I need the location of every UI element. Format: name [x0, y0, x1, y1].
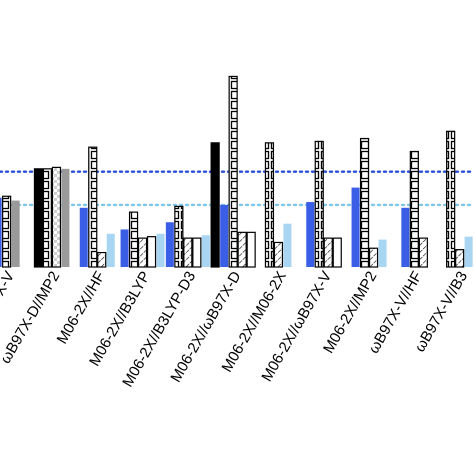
bar-0-grey: [11, 200, 20, 267]
bar-1-black: [33, 168, 44, 268]
bar-5-square-pattern: [228, 75, 238, 268]
bar-1-grey: [61, 168, 70, 267]
bar-10-diagonal-hatch: [455, 249, 465, 268]
bar-8-diagonal-hatch: [368, 247, 379, 268]
bar-2-blue: [79, 207, 88, 267]
bar-7-square-pattern: [314, 140, 324, 268]
category-labels: X-VωB97X-D//MP2M06-2X//HFM06-2X//B3LYPM0…: [0, 268, 471, 390]
bar-10-square-pattern: [446, 130, 456, 268]
bar-1-square-pattern: [42, 168, 53, 268]
bar-6-square-pattern: [264, 142, 275, 268]
bar-2-lightblue: [106, 233, 115, 267]
bar-9-blue: [401, 207, 410, 267]
bars-group: [0, 75, 473, 268]
bar-7-blue: [306, 202, 315, 267]
bar-3-white: [146, 236, 157, 268]
bar-8-lightblue: [378, 239, 387, 267]
bar-7-diagonal-hatch: [323, 237, 333, 268]
bar-0-blue: [0, 197, 2, 267]
category-label: X-V: [0, 269, 18, 299]
bar-3-blue: [120, 229, 129, 267]
bar-2-diagonal-hatch: [97, 251, 107, 268]
bar-2-square-pattern: [88, 146, 98, 268]
bar-3-diagonal-hatch: [137, 237, 148, 268]
bar-5-diagonal-hatch: [237, 231, 247, 268]
bar-9-diagonal-hatch: [418, 237, 428, 268]
bar-4-blue: [165, 222, 174, 267]
bar-8-blue: [351, 187, 360, 267]
bar-8-square-pattern: [359, 137, 370, 268]
bar-1-light-pattern: [51, 166, 62, 268]
bar-9-square-pattern: [409, 150, 419, 268]
bar-0-square-pattern: [2, 195, 12, 268]
bar-5-white: [246, 231, 256, 268]
bar-10-lightblue: [464, 236, 473, 267]
bar-4-diagonal-hatch: [183, 237, 193, 268]
bar-6-diagonal-hatch: [273, 241, 284, 268]
bar-6-lightblue: [283, 223, 292, 267]
bar-7-white: [332, 237, 342, 268]
bar-4-white: [192, 237, 202, 268]
bar-3-lightblue: [156, 233, 165, 267]
bar-3-square-pattern: [128, 211, 139, 268]
bar-4-lightblue: [201, 235, 210, 267]
bar-4-square-pattern: [174, 205, 184, 268]
bar-5-black: [210, 142, 220, 268]
bar-5-blue: [220, 204, 229, 267]
